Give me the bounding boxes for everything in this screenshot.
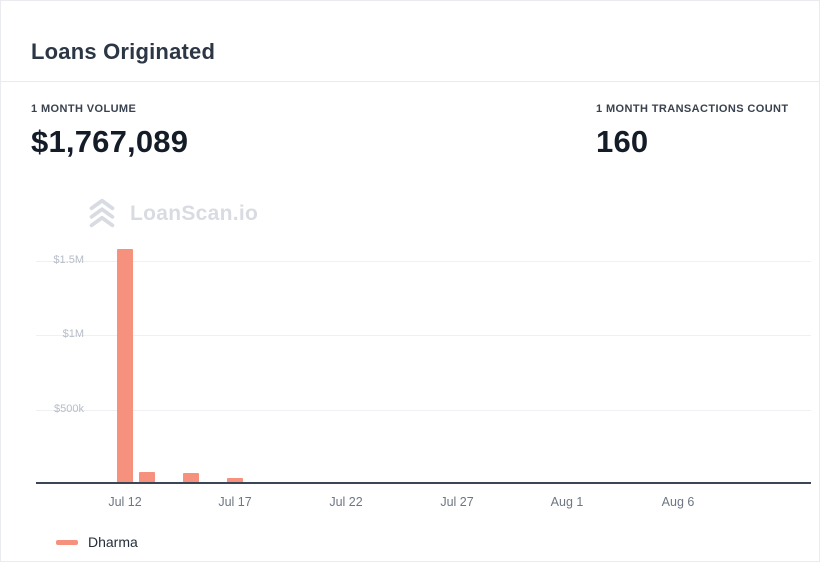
header-divider <box>1 81 819 82</box>
volume-stat-label: 1 MONTH VOLUME <box>31 103 137 115</box>
x-axis-tick-jul-27: Jul 27 <box>440 495 474 509</box>
page-title: Loans Originated <box>31 39 216 64</box>
x-axis-labels: Jul 12 Jul 17 Jul 22 Jul 27 Aug 1 Aug 6 <box>1 495 819 513</box>
y-axis-label: $1M <box>62 328 84 341</box>
bar-jul-13[interactable] <box>139 472 155 482</box>
gridline-1m <box>36 335 811 337</box>
chart-legend: Dharma <box>56 534 138 550</box>
transactions-stat-label: 1 MONTH TRANSACTIONS COUNT <box>596 103 789 115</box>
dharma-legend-swatch <box>56 539 78 545</box>
transactions-stat: 1 MONTH TRANSACTIONS COUNT 160 <box>596 103 789 160</box>
dharma-legend-label: Dharma <box>88 534 138 550</box>
y-axis-label: $500k <box>54 402 84 415</box>
bar-jul-12[interactable] <box>117 248 133 482</box>
x-axis-tick-aug-1: Aug 1 <box>550 495 584 509</box>
gridline-500k <box>36 409 811 411</box>
gridline-15m <box>36 260 811 262</box>
x-axis-tick-jul-17: Jul 17 <box>218 495 252 509</box>
volume-stat: 1 MONTH VOLUME $1,767,089 <box>31 103 188 160</box>
x-axis-tick-aug-6: Aug 6 <box>661 495 695 509</box>
volume-stat-value: $1,767,089 <box>31 124 189 159</box>
loanscan-watermark: LoanScan.io <box>83 195 258 233</box>
chart-plot-area: $500k $1M $1.5M <box>36 246 811 484</box>
x-axis-tick-jul-12: Jul 12 <box>108 495 142 509</box>
y-axis-label: $1.5M <box>53 253 84 266</box>
bar-jul-17[interactable] <box>227 478 243 482</box>
legend-item-dharma[interactable]: Dharma <box>56 534 138 550</box>
x-axis-tick-jul-22: Jul 22 <box>329 495 363 509</box>
bar-jul-15[interactable] <box>183 473 199 482</box>
transactions-stat-value: 160 <box>596 124 649 159</box>
watermark-text: LoanScan.io <box>130 202 259 225</box>
x-axis-line <box>36 482 811 484</box>
loanscan-logo-icon <box>83 195 121 233</box>
